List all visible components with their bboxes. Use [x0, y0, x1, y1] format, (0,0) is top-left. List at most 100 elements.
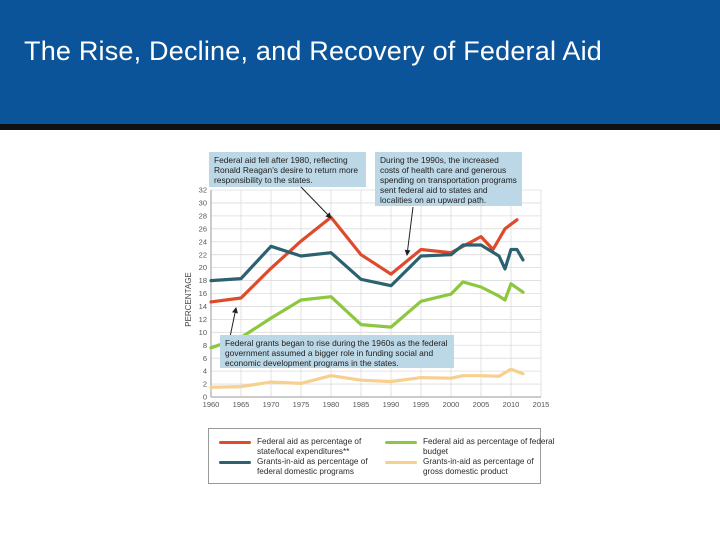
x-tick-label: 2000 — [443, 400, 460, 409]
series-line-1 — [209, 215, 519, 304]
data-point — [360, 323, 362, 326]
data-point — [420, 255, 422, 257]
data-point — [480, 286, 482, 288]
y-tick-label: 4 — [203, 367, 207, 376]
data-point — [210, 386, 212, 389]
data-point — [240, 297, 242, 299]
x-tick-label: 1995 — [413, 400, 430, 409]
annotation-arrow-1990s — [404, 206, 414, 256]
y-tick-label: 18 — [199, 276, 207, 285]
data-point — [498, 375, 500, 378]
data-point — [480, 235, 482, 238]
legend-label: Federal aid as percentage of federal bud… — [423, 437, 555, 456]
data-point — [240, 277, 242, 280]
x-tick-label: 2005 — [473, 400, 490, 409]
data-point — [420, 248, 422, 251]
y-tick-label: 10 — [199, 328, 207, 337]
y-tick-label: 28 — [199, 211, 207, 220]
data-point — [504, 268, 506, 270]
x-tick-label: 1975 — [293, 400, 310, 409]
series-line-4 — [209, 367, 525, 389]
annotation-rise-1990s: During the 1990s, the increased costs of… — [375, 152, 522, 206]
chart-legend: Federal aid as percentage of state/local… — [208, 428, 555, 484]
legend-swatch — [385, 441, 417, 444]
data-point — [300, 382, 302, 385]
legend-swatch — [219, 461, 251, 464]
data-point — [360, 253, 362, 256]
annotation-rise-1960s: Federal grants began to rise during the … — [220, 335, 454, 368]
data-point — [270, 267, 272, 270]
data-point — [504, 228, 506, 230]
data-point — [420, 376, 422, 379]
legend-label: Federal aid as percentage of state/local… — [257, 437, 362, 456]
data-point — [210, 301, 212, 303]
data-point — [300, 240, 302, 242]
y-tick-label: 22 — [199, 250, 207, 259]
data-point — [462, 374, 464, 377]
y-tick-label: 6 — [203, 354, 207, 363]
series-line-2 — [209, 243, 525, 288]
y-tick-label: 0 — [203, 393, 207, 402]
data-point — [510, 282, 512, 285]
data-point — [270, 245, 272, 248]
data-point — [522, 291, 524, 294]
data-point — [390, 380, 392, 383]
data-point — [270, 317, 272, 319]
data-point — [510, 248, 512, 251]
x-tick-label: 1985 — [353, 400, 370, 409]
x-tick-label: 1990 — [383, 400, 400, 409]
x-tick-label: 2015 — [533, 400, 550, 409]
data-point — [480, 244, 482, 246]
title-divider — [0, 124, 720, 130]
data-point — [240, 385, 242, 388]
annotation-fell-1980: Federal aid fell after 1980, reflecting … — [209, 152, 366, 187]
data-point — [522, 372, 524, 375]
x-tick-label: 1965 — [233, 400, 250, 409]
x-tick-label: 2010 — [503, 400, 520, 409]
legend-label: Grants-in-aid as percentage of gross dom… — [423, 457, 534, 476]
y-tick-label: 32 — [199, 186, 207, 195]
data-point — [390, 326, 392, 328]
data-point — [498, 255, 500, 257]
y-tick-label: 30 — [199, 199, 207, 208]
page-title: The Rise, Decline, and Recovery of Feder… — [24, 36, 602, 66]
data-point — [450, 253, 452, 256]
data-point — [330, 295, 332, 298]
data-point — [516, 218, 518, 221]
data-point — [270, 381, 272, 383]
data-point — [300, 255, 302, 257]
legend-swatch — [385, 461, 417, 464]
data-point — [504, 299, 506, 301]
annotation-arrow-1960s — [229, 307, 238, 338]
x-tick-label: 1980 — [323, 400, 340, 409]
x-tick-label: 1960 — [203, 400, 220, 409]
legend-label: Grants-in-aid as percentage of federal d… — [257, 457, 368, 476]
data-point — [480, 374, 482, 377]
data-point — [462, 281, 464, 283]
data-point — [360, 278, 362, 281]
data-point — [516, 248, 518, 251]
data-point — [420, 300, 422, 303]
data-point — [360, 379, 362, 381]
data-point — [450, 293, 452, 295]
data-point — [510, 368, 512, 370]
y-tick-label: 14 — [199, 302, 207, 311]
data-point — [210, 279, 212, 282]
x-tick-label: 1970 — [263, 400, 280, 409]
data-point — [300, 299, 302, 301]
data-point — [492, 248, 494, 251]
data-point — [462, 244, 464, 246]
data-point — [330, 251, 332, 254]
data-point — [498, 295, 500, 297]
data-point — [450, 377, 452, 380]
annotation-arrow-1980 — [299, 185, 332, 219]
data-point — [330, 374, 332, 377]
y-tick-label: 2 — [203, 380, 207, 389]
y-tick-label: 24 — [199, 237, 207, 246]
y-tick-label: 20 — [199, 263, 207, 272]
title-bar: The Rise, Decline, and Recovery of Feder… — [0, 0, 720, 124]
data-point — [390, 273, 392, 275]
data-point — [210, 347, 212, 349]
y-tick-label: 8 — [203, 341, 207, 350]
y-tick-label: 26 — [199, 224, 207, 233]
